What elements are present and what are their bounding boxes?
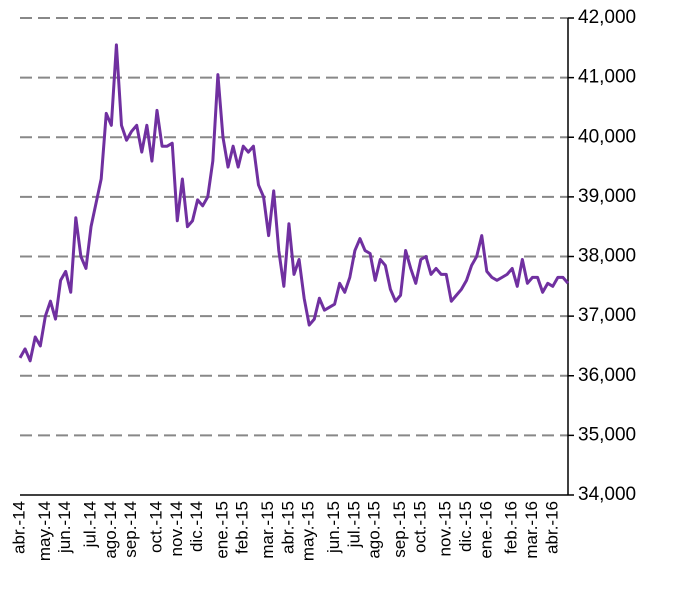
- x-tick-label: sep.-14: [121, 501, 140, 558]
- x-tick-label: ene.-15: [212, 501, 231, 559]
- y-tick-label: 34,000: [578, 484, 636, 505]
- y-tick-label: 38,000: [578, 246, 636, 267]
- x-tick-label: mar.-15: [258, 501, 277, 559]
- x-tick-label: ago.-14: [101, 501, 120, 559]
- y-tick-label: 36,000: [578, 365, 636, 386]
- x-tick-label: dic.-14: [187, 501, 206, 552]
- x-tick-label: nov.-14: [167, 501, 186, 556]
- y-tick-label: 39,000: [578, 186, 636, 207]
- x-tick-label: dic.-15: [456, 501, 475, 552]
- x-tick-label: jul.-14: [81, 501, 100, 548]
- x-tick-label: feb.-16: [502, 501, 521, 554]
- x-tick-label: abr.-14: [9, 501, 28, 554]
- x-tick-label: ene.-16: [476, 501, 495, 559]
- y-tick-label: 37,000: [578, 305, 636, 326]
- x-tick-label: abr.-15: [278, 501, 297, 554]
- x-tick-label: may.-15: [299, 501, 318, 561]
- line: [18, 43, 570, 363]
- x-tick-label: mar.-16: [522, 501, 541, 559]
- y-tick-label: 42,000: [578, 7, 636, 28]
- x-tick-label: jun.-15: [324, 501, 343, 554]
- x-tick-label: jun.-14: [55, 501, 74, 554]
- y-tick-label: 40,000: [578, 126, 636, 147]
- x-tick-label: jul.-15: [344, 501, 363, 548]
- x-tick-label: nov.-15: [436, 501, 455, 556]
- x-tick-label: oct.-15: [410, 501, 429, 553]
- x-tick-label: abr.-16: [542, 501, 561, 554]
- x-tick-label: feb.-15: [233, 501, 252, 554]
- y-tick-label: 41,000: [578, 67, 636, 88]
- x-tick-label: ago.-15: [365, 501, 384, 559]
- y-tick-label: 35,000: [578, 424, 636, 445]
- x-tick-label: sep.-15: [390, 501, 409, 558]
- x-tick-label: may.-14: [35, 501, 54, 561]
- x-tick-label: oct.-14: [146, 501, 165, 553]
